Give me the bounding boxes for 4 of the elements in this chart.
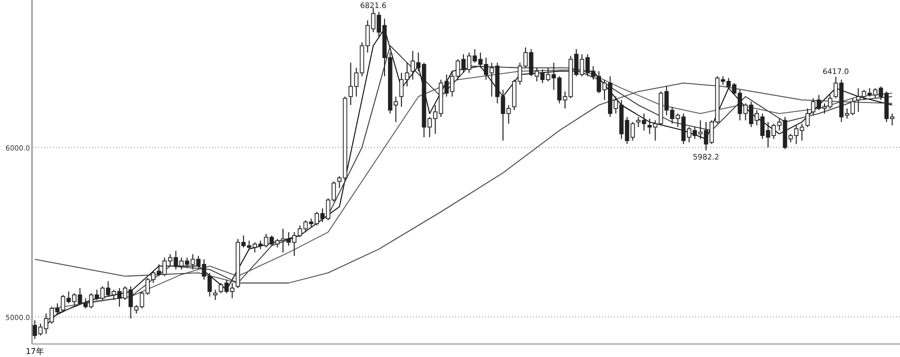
x-tick-label: 17年 [26, 347, 44, 356]
candlestick [805, 108, 810, 128]
line-series [34, 82, 893, 284]
candlestick [213, 289, 218, 300]
